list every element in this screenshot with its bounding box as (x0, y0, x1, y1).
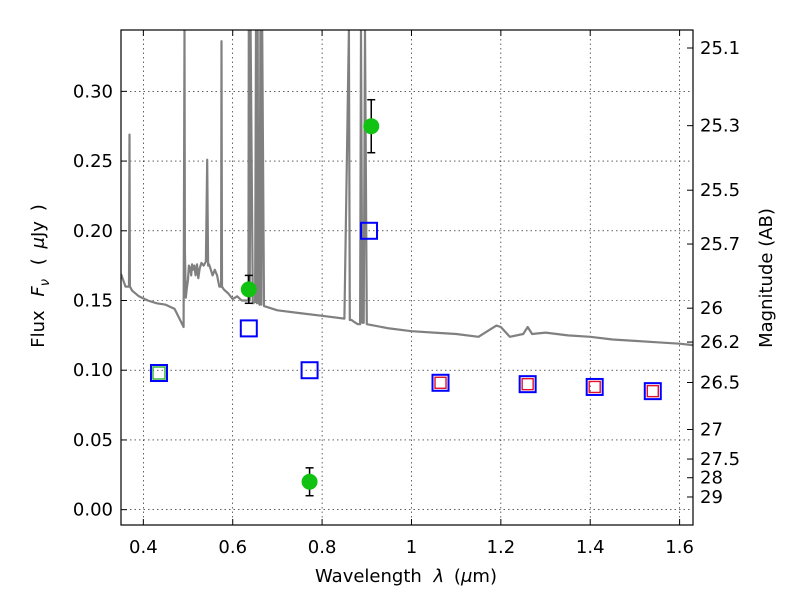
y-tick-label: 0.10 (73, 360, 113, 381)
y-tick-label: 0.15 (73, 291, 113, 312)
mag-tick-label: 25.3 (700, 116, 740, 137)
mag-tick-label: 25.1 (700, 38, 740, 59)
y2-axis-label: Magnitude (AB) (756, 208, 777, 348)
observed-point (240, 281, 257, 298)
mag-tick-label: 26.2 (700, 332, 740, 353)
plot-frame (120, 29, 694, 526)
y-tick-label: 0.20 (73, 221, 113, 242)
mag-tick-label: 27 (700, 419, 723, 440)
mag-tick-label: 29 (700, 487, 723, 508)
y-tick-label: 0.25 (73, 151, 113, 172)
observed-point (363, 118, 380, 135)
model-square (300, 361, 319, 380)
mag-tick-label: 27.5 (700, 449, 740, 470)
model-square (646, 384, 659, 398)
model-square (360, 221, 379, 240)
x-tick-label: 1 (406, 537, 417, 558)
mag-tick-label: 26 (700, 298, 723, 319)
model-square (588, 380, 601, 394)
x-tick-label: 0.8 (308, 537, 337, 558)
x-tick-label: 1.2 (487, 537, 516, 558)
model-square (434, 376, 447, 389)
mag-tick-label: 25.5 (700, 180, 740, 201)
plot-layer (121, 30, 693, 497)
y-tick-label: 0.30 (73, 81, 113, 102)
mag-tick-label: 25.7 (700, 234, 740, 255)
model-square (149, 364, 168, 383)
x-tick-label: 0.4 (129, 537, 158, 558)
model-square (239, 319, 258, 338)
model-square (518, 375, 537, 394)
mag-tick-label: 28 (700, 468, 723, 489)
y-tick-label: 0.00 (73, 500, 113, 521)
model-square (431, 373, 450, 392)
y-axis-label: Flux Fν ( μJy ) (28, 204, 54, 347)
y-tick-label: 0.05 (73, 430, 113, 451)
model-square (585, 377, 604, 396)
model-square (152, 366, 166, 380)
x-axis-label: Wavelength λ (μm) (315, 566, 497, 587)
grid-layer (121, 30, 693, 525)
mag-tick-label: 26.5 (700, 372, 740, 393)
spectrum-line (121, 30, 693, 347)
model-square (521, 377, 534, 391)
model-square (643, 382, 662, 401)
x-tick-label: 1.6 (665, 537, 694, 558)
x-tick-label: 0.6 (218, 537, 247, 558)
observed-point (301, 473, 318, 490)
x-tick-label: 1.4 (576, 537, 605, 558)
tick-layer: 0.4 0.6 0.8 1 1.2 1.4 1.6 0.00 0.05 0.10 0.15 0.20 0… (73, 30, 740, 558)
